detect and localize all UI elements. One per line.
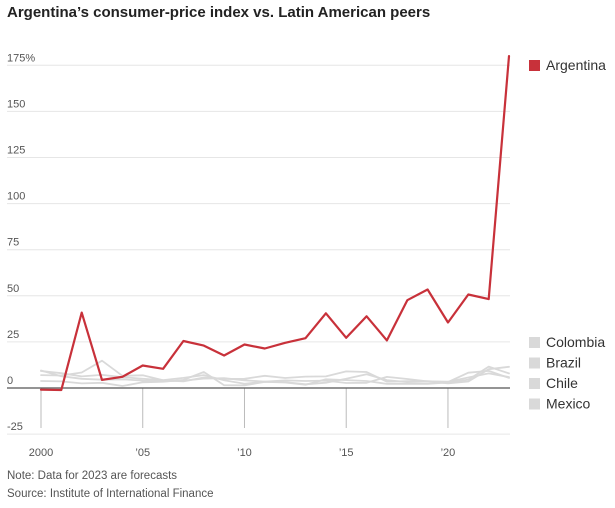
y-tick-label: 75: [7, 237, 19, 249]
series-line-chile: [40, 365, 510, 387]
x-tick-label: ’20: [441, 447, 456, 459]
y-tick-label: -25: [7, 421, 23, 433]
x-tick-label: ’05: [135, 447, 150, 459]
x-tick-label: 2000: [29, 447, 53, 459]
legend-item-colombia: Colombia: [529, 334, 605, 350]
chart-title: Argentina’s consumer-price index vs. Lat…: [7, 4, 431, 21]
legend-item-brazil: Brazil: [529, 355, 581, 371]
y-tick-label: 100: [7, 191, 25, 203]
legend-label: Brazil: [546, 355, 581, 371]
legend: Argentina Colombia Brazil Chile Mexico: [529, 57, 606, 412]
legend-label: Chile: [546, 375, 578, 391]
legend-item-argentina: Argentina: [529, 57, 606, 73]
x-tick-label: ’15: [339, 447, 354, 459]
series-line-argentina: [39, 55, 511, 392]
chart-source: Source: Institute of International Finan…: [7, 488, 214, 500]
legend-label: Argentina: [546, 57, 606, 73]
y-tick-label: 50: [7, 283, 19, 295]
legend-swatch: [529, 60, 540, 71]
legend-swatch: [529, 337, 540, 348]
legend-swatch: [529, 378, 540, 389]
y-axis-ticks: 175% 150 125 100 75 50 25 0 -25: [7, 52, 35, 433]
legend-item-mexico: Mexico: [529, 396, 591, 412]
legend-swatch: [529, 357, 540, 369]
x-tick-label: ’10: [237, 447, 252, 459]
legend-item-chile: Chile: [529, 375, 578, 391]
y-tick-label: 150: [7, 98, 25, 110]
y-tick-label: 0: [7, 375, 13, 387]
y-tick-label: 125: [7, 145, 25, 157]
peer-series-lines: [40, 359, 510, 387]
gridlines: [7, 64, 510, 435]
legend-label: Colombia: [546, 334, 605, 350]
chart-note: Note: Data for 2023 are forecasts: [7, 470, 178, 482]
legend-swatch: [529, 398, 540, 410]
series-line-mexico: [40, 369, 510, 384]
y-tick-label: 25: [7, 329, 19, 341]
y-tick-label: 175%: [7, 52, 35, 64]
x-axis-ticks: 2000 ’05 ’10 ’15 ’20: [29, 388, 456, 459]
highlight-series-lines: [39, 55, 511, 392]
legend-label: Mexico: [546, 396, 591, 412]
